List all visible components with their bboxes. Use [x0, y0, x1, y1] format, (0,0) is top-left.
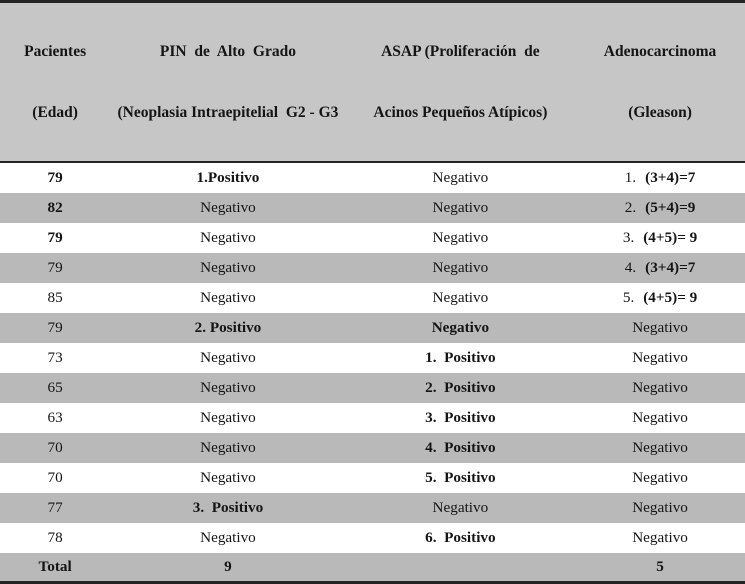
header-pin-line2: (Neoplasia Intraepitelial G2 - G3: [117, 104, 339, 121]
cell-gleason: Negativo: [632, 319, 688, 336]
cell-gleason: Negativo: [632, 529, 688, 546]
table-row: 79 2. Positivo Negativo Negativo: [0, 313, 745, 343]
cell-gleason: 4. (3+4)=7: [575, 253, 745, 283]
gleason-item-number: 3.: [622, 229, 635, 246]
cell-gleason: 2. (5+4)=9: [575, 193, 745, 223]
cell-asap: Negativo: [432, 259, 489, 276]
cell-pin: Negativo: [200, 469, 256, 486]
cell-pin: Negativo: [200, 529, 256, 546]
header-pin-alto-grado: PIN de Alto Grado (Neoplasia Intraepitel…: [110, 1, 346, 163]
cell-age: 65: [47, 379, 63, 396]
gleason-item-number: 4.: [624, 259, 637, 276]
table-row: 79 Negativo Negativo 4. (3+4)=7: [0, 253, 745, 283]
cell-pin: Negativo: [200, 409, 256, 426]
table-header: Pacientes (Edad) PIN de Alto Grado (Neop…: [0, 1, 745, 163]
cell-age: 70: [47, 439, 63, 456]
header-pacientes-edad: Pacientes (Edad): [0, 1, 111, 163]
table-body: 79 1.Positivo Negativo 1. (3+4)=7 82 Nega…: [0, 162, 745, 583]
cell-asap: 3. Positivo: [425, 409, 496, 426]
cell-pin: 3. Positivo: [192, 499, 264, 516]
header-row: Pacientes (Edad) PIN de Alto Grado (Neop…: [0, 1, 745, 163]
total-gleason-count: 5: [656, 558, 664, 575]
table-row: 70 Negativo 5. Positivo Negativo: [0, 463, 745, 493]
gleason-item-number: 5.: [622, 289, 635, 306]
cell-pin: Negativo: [200, 349, 256, 366]
total-label: Total: [38, 558, 72, 575]
cell-gleason: Negativo: [632, 469, 688, 486]
header-pacientes-line1: Pacientes: [24, 43, 87, 60]
cell-asap: 2. Positivo: [425, 379, 496, 396]
cell-pin: 2. Positivo: [194, 319, 262, 336]
cell-asap: 1. Positivo: [425, 349, 496, 366]
total-asap-count: [346, 553, 575, 583]
header-pin-line1: PIN de Alto Grado: [159, 43, 296, 60]
cell-pin: Negativo: [200, 379, 256, 396]
cell-age: 85: [47, 289, 63, 306]
gleason-score: (5+4)=9: [645, 199, 696, 216]
cell-pin: Negativo: [200, 229, 256, 246]
cell-age: 79: [47, 229, 63, 246]
table-row: 79 1.Positivo Negativo 1. (3+4)=7: [0, 162, 745, 193]
cell-gleason: 3. (4+5)= 9: [575, 223, 745, 253]
cell-age: 78: [47, 529, 63, 546]
table-row: 63 Negativo 3. Positivo Negativo: [0, 403, 745, 433]
header-asap-line1: ASAP (Proliferación de: [381, 43, 540, 60]
cell-pin: Negativo: [200, 259, 256, 276]
cell-pin: 1.Positivo: [196, 169, 260, 186]
cell-gleason: 5. (4+5)= 9: [575, 283, 745, 313]
header-adeno-line2: (Gleason): [628, 104, 692, 121]
cell-gleason: Negativo: [632, 379, 688, 396]
cell-asap: Negativo: [432, 229, 489, 246]
cell-asap: 6. Positivo: [425, 529, 496, 546]
cell-asap: Negativo: [432, 199, 489, 216]
cell-age: 79: [47, 319, 63, 336]
gleason-score: (3+4)=7: [645, 259, 696, 276]
cell-gleason: Negativo: [632, 499, 688, 516]
cell-age: 77: [47, 499, 63, 516]
cell-asap: Negativo: [432, 169, 489, 186]
gleason-item-number: 1.: [624, 169, 637, 186]
header-asap: ASAP (Proliferación de Acinos Pequeños A…: [345, 1, 576, 163]
cell-gleason: Negativo: [632, 439, 688, 456]
cell-age: 70: [47, 469, 63, 486]
cell-asap: 4. Positivo: [425, 439, 496, 456]
table-row: 77 3. Positivo Negativo Negativo: [0, 493, 745, 523]
total-pin-count: 9: [224, 558, 232, 575]
cell-pin: Negativo: [200, 199, 256, 216]
header-adenocarcinoma-gleason: Adenocarcinoma (Gleason): [575, 1, 745, 163]
header-asap-line2: Acinos Pequeños Atípicos): [373, 104, 548, 121]
gleason-item-number: 2.: [624, 199, 637, 216]
cell-asap: Negativo: [432, 289, 489, 306]
cell-age: 79: [47, 259, 63, 276]
table-row: 73 Negativo 1. Positivo Negativo: [0, 343, 745, 373]
table-row: 85 Negativo Negativo 5. (4+5)= 9: [0, 283, 745, 313]
table-row: 78 Negativo 6. Positivo Negativo: [0, 523, 745, 553]
header-adeno-line1: Adenocarcinoma: [603, 43, 717, 60]
gleason-score: (3+4)=7: [645, 169, 696, 186]
total-row: Total 9 5: [0, 553, 745, 583]
cell-gleason: Negativo: [632, 349, 688, 366]
cell-age: 63: [47, 409, 63, 426]
table-row: 65 Negativo 2. Positivo Negativo: [0, 373, 745, 403]
cell-gleason: Negativo: [632, 409, 688, 426]
cell-age: 82: [47, 199, 63, 216]
cell-asap: 5. Positivo: [425, 469, 496, 486]
cell-age: 79: [47, 169, 63, 186]
table-row: 79 Negativo Negativo 3. (4+5)= 9: [0, 223, 745, 253]
cell-asap: Negativo: [432, 499, 489, 516]
gleason-score: (4+5)= 9: [643, 289, 698, 306]
cell-age: 73: [47, 349, 63, 366]
header-pacientes-line2: (Edad): [32, 104, 78, 121]
cell-pin: Negativo: [200, 439, 256, 456]
cell-asap: Negativo: [431, 319, 490, 336]
cell-gleason: 1. (3+4)=7: [575, 162, 745, 193]
gleason-score: (4+5)= 9: [643, 229, 698, 246]
table-row: 82 Negativo Negativo 2. (5+4)=9: [0, 193, 745, 223]
cell-pin: Negativo: [200, 289, 256, 306]
table-row: 70 Negativo 4. Positivo Negativo: [0, 433, 745, 463]
